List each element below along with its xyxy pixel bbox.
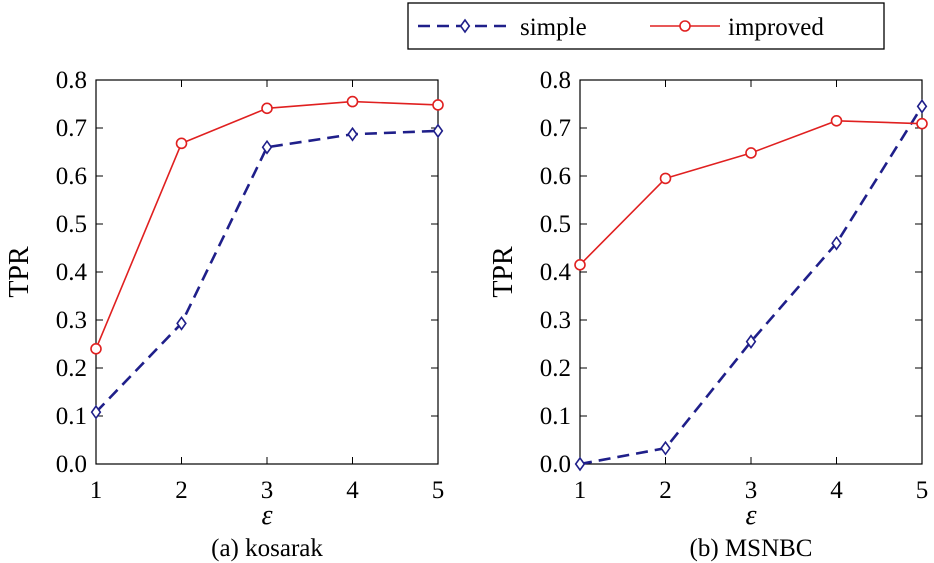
point-improved (574, 258, 586, 271)
point-improved (659, 172, 672, 185)
point-simple (745, 334, 757, 349)
point-simple (574, 456, 586, 472)
plot-frame (95, 79, 439, 465)
point-simple (916, 99, 928, 114)
point-simple (90, 404, 102, 420)
series-line-improved (579, 120, 923, 266)
series-line-improved (95, 100, 439, 350)
point-improved (830, 115, 843, 127)
x-tick-label: 1 (574, 477, 587, 504)
y-tick-label: 0.5 (56, 211, 87, 238)
x-tick-label: 4 (830, 477, 843, 504)
point-improved (916, 117, 928, 130)
y-tick-label: 0.6 (56, 163, 87, 190)
point-simple (831, 235, 842, 251)
point-simple (660, 440, 671, 456)
legend: simple improved (407, 2, 885, 50)
x-axis-label: ε (745, 500, 756, 531)
legend-label-improved: improved (728, 14, 824, 41)
y-tick-label: 0.2 (56, 355, 87, 382)
point-improved (346, 95, 359, 108)
y-tick-label: 0.3 (56, 307, 87, 334)
panel-caption: (a) kosarak (211, 535, 323, 562)
plot-frame (579, 79, 923, 465)
legend-marker-improved (679, 20, 691, 32)
series-line-simple (579, 105, 924, 466)
y-tick-label: 0.5 (540, 211, 571, 238)
x-tick-label: 5 (432, 477, 445, 504)
y-tick-label: 0.0 (56, 451, 87, 478)
x-tick-label: 5 (916, 477, 929, 504)
x-tick-label: 2 (175, 477, 188, 504)
y-axis-label: TPR (488, 246, 519, 298)
chart-panel-msnbc: 0.0 0.1 0.2 0.3 0.4 0.5 0.6 0.7 0.8 1 2 3 4 5 TPR ε (b) … (488, 67, 928, 562)
y-axis-label: TPR (4, 246, 35, 298)
point-improved (261, 102, 273, 115)
point-improved (175, 137, 188, 150)
y-tick-label: 0.8 (56, 67, 87, 94)
y-tick-label: 0.7 (540, 115, 571, 142)
panel-caption: (b) MSNBC (690, 535, 813, 562)
y-tick-label: 0.1 (56, 403, 87, 430)
y-tick-label: 0.2 (540, 355, 571, 382)
y-tick-label: 0.4 (56, 259, 88, 286)
point-simple (261, 139, 273, 155)
series-line-simple (95, 129, 439, 414)
legend-box (407, 2, 885, 50)
legend-marker-simple (459, 18, 471, 34)
x-tick-label: 3 (261, 477, 274, 504)
point-improved (432, 99, 444, 111)
x-tick-label: 4 (346, 477, 359, 504)
y-tick-label: 0.8 (540, 67, 571, 94)
point-simple (176, 315, 187, 331)
y-tick-label: 0.4 (540, 259, 572, 286)
x-tick-label: 3 (745, 477, 758, 504)
point-simple (347, 126, 358, 142)
x-tick-label: 1 (90, 477, 103, 504)
y-tick-label: 0.7 (56, 115, 87, 142)
y-tick-label: 0.0 (540, 451, 571, 478)
chart-panel-kosarak: 0.0 0.1 0.2 0.3 0.4 0.5 0.6 0.7 0.8 1 2 3 4 5 TPR ε (a) … (4, 67, 444, 562)
point-improved (90, 342, 102, 355)
point-improved (745, 147, 757, 159)
x-tick-label: 2 (659, 477, 672, 504)
y-tick-label: 0.1 (540, 403, 571, 430)
x-axis-label: ε (261, 500, 272, 531)
point-simple (432, 123, 444, 139)
legend-label-simple: simple (520, 14, 587, 41)
y-tick-label: 0.3 (540, 307, 571, 334)
y-tick-label: 0.6 (540, 163, 571, 190)
